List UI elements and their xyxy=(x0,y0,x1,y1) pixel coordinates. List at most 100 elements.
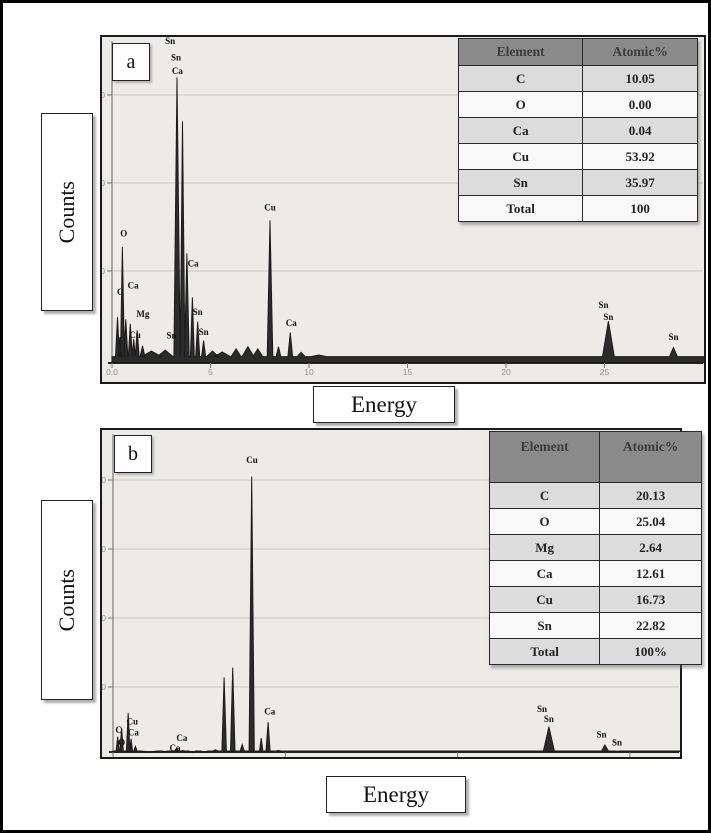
x-tick-label: 5 xyxy=(208,367,213,377)
element-atomic-table: Element Atomic% C 20.13 O 25.04 Mg 2.64 Ca 12.61 C… xyxy=(488,431,702,665)
peak-label-c: C xyxy=(115,725,122,735)
table-cell-value: 100 xyxy=(582,195,698,222)
peak-label-ca: Ca xyxy=(172,66,183,76)
table-cell-element: O xyxy=(457,91,584,118)
panel-letter-box-a: a xyxy=(112,43,150,81)
table-row: Mg 2.64 xyxy=(488,534,702,561)
element-atomic-table: Element Atomic% C 10.05 O 0.00 Ca 0.04 Cu 53.92 Sn… xyxy=(457,38,698,222)
table-cell-value: 2.64 xyxy=(599,534,702,561)
x-tick-label: 15 xyxy=(403,367,413,377)
table-cell-element: Sn xyxy=(457,169,584,196)
peak-label-cu: Cu xyxy=(129,330,141,340)
table-cell-value: 0.04 xyxy=(582,117,698,144)
table-cell-element: Total xyxy=(457,195,584,222)
y-axis-label-box-b: Counts xyxy=(41,500,93,700)
y-tick-label: 6000 xyxy=(102,544,106,554)
peak-label-o: O xyxy=(120,229,127,239)
peak-label-sn: Sn xyxy=(596,729,606,739)
table-cell-element: Ca xyxy=(457,117,584,144)
peak-label-ca: Ca xyxy=(286,318,297,328)
table-cell-value: 22.82 xyxy=(599,612,702,639)
peak-label-ca: Ca xyxy=(176,733,187,743)
peak-label-sn: Sn xyxy=(165,37,175,46)
x-axis-label-box-b: Energy xyxy=(326,776,466,813)
peak-label-ca: Ca xyxy=(128,727,139,737)
table-row: Sn 35.97 xyxy=(457,169,698,196)
peak-label-sn: Sn xyxy=(668,332,678,342)
table-cell-value: 12.61 xyxy=(599,560,702,587)
peak-label-mg: Mg xyxy=(136,309,149,319)
panel-letter-b: b xyxy=(128,442,138,465)
table-row: O 0.00 xyxy=(457,91,698,118)
peak-label-ca: Ca xyxy=(128,281,139,291)
y-tick-label: 6000 xyxy=(102,90,105,100)
table-header-row: Element Atomic% xyxy=(488,431,702,483)
table-cell-value: 53.92 xyxy=(582,143,698,170)
table-cell-element: C xyxy=(488,482,601,509)
table-row: Cu 16.73 xyxy=(488,586,702,613)
table-cell-value: 100% xyxy=(599,638,702,665)
table-header-cell: Atomic% xyxy=(599,431,702,483)
peak-label-ca: Ca xyxy=(188,259,199,269)
table-cell-value: 0.00 xyxy=(582,91,698,118)
eds-spectrum-b: 20004000600080000.0102030CuCaCOCaCaCuCaS… xyxy=(102,434,680,757)
y-tick-label: 8000 xyxy=(102,475,106,485)
table-cell-element: C xyxy=(457,65,584,92)
peak-label-cu: Cu xyxy=(264,202,276,212)
table-row: Sn 22.82 xyxy=(488,612,702,639)
y-axis-label-b: Counts xyxy=(54,568,79,632)
x-axis-label-box-a: Energy xyxy=(313,386,455,423)
panel-letter-box-b: b xyxy=(114,435,152,473)
y-tick-label: 4000 xyxy=(102,178,105,188)
table-header-row: Element Atomic% xyxy=(457,38,698,66)
peak-label-sn: Sn xyxy=(193,307,203,317)
table-header-cell: Element xyxy=(488,431,601,483)
atomic-percent-table-b: Element Atomic% C 20.13 O 25.04 Mg 2.64 Ca 12.61 C… xyxy=(488,431,702,665)
table-cell-element: Ca xyxy=(488,560,601,587)
peak-label-cu: Cu xyxy=(127,716,139,726)
peak-label-cu: Cu xyxy=(246,455,258,465)
x-tick-label: 10 xyxy=(304,367,314,377)
table-cell-value: 10.05 xyxy=(582,65,698,92)
panel-letter-a: a xyxy=(126,50,136,73)
table-cell-value: 25.04 xyxy=(599,508,702,535)
y-axis-label-box-a: Counts xyxy=(41,113,93,311)
peak-label-sn: Sn xyxy=(544,714,554,724)
table-cell-value: 20.13 xyxy=(599,482,702,509)
peak-label-sn: Sn xyxy=(599,300,609,310)
eds-spectrum-a: 2000400060000.0510152025SnSnCaOCCaMgCuCa… xyxy=(102,37,704,377)
peak-label-ca: Ca xyxy=(264,707,275,717)
peak-label-sn: Sn xyxy=(537,704,547,714)
spectrum-trace xyxy=(111,77,704,363)
table-header-cell: Element xyxy=(457,38,584,66)
x-tick-label: 25 xyxy=(600,367,610,377)
y-tick-label: 2000 xyxy=(102,266,105,276)
table-row: Cu 53.92 xyxy=(457,143,698,170)
table-row: Total 100 xyxy=(457,195,698,222)
x-axis-label-b: Energy xyxy=(362,781,429,807)
x-tick-label: 20 xyxy=(501,367,511,377)
y-axis-label-a: Counts xyxy=(54,180,79,244)
peak-label-sn: Sn xyxy=(166,330,176,340)
table-cell-value: 35.97 xyxy=(582,169,698,196)
table-cell-element: Cu xyxy=(488,586,601,613)
table-row: O 25.04 xyxy=(488,508,702,535)
table-row: C 20.13 xyxy=(488,482,702,509)
peak-label-sn: Sn xyxy=(612,737,622,747)
x-tick-label: 0.0 xyxy=(106,367,118,377)
table-row: Ca 12.61 xyxy=(488,560,702,587)
peak-label-sn: Sn xyxy=(199,327,209,337)
table-cell-value: 16.73 xyxy=(599,586,702,613)
atomic-percent-table-a: Element Atomic% C 10.05 O 0.00 Ca 0.04 Cu 53.92 Sn… xyxy=(457,38,698,222)
table-row: C 10.05 xyxy=(457,65,698,92)
y-tick-label: 4000 xyxy=(102,613,106,623)
table-cell-element: Mg xyxy=(488,534,601,561)
table-header-cell: Atomic% xyxy=(582,38,698,66)
peak-label-sn: Sn xyxy=(171,53,181,63)
table-cell-element: Cu xyxy=(457,143,584,170)
table-row: Ca 0.04 xyxy=(457,117,698,144)
table-cell-element: Sn xyxy=(488,612,601,639)
table-cell-element: Total xyxy=(488,638,601,665)
spectrum-trace xyxy=(112,476,680,754)
